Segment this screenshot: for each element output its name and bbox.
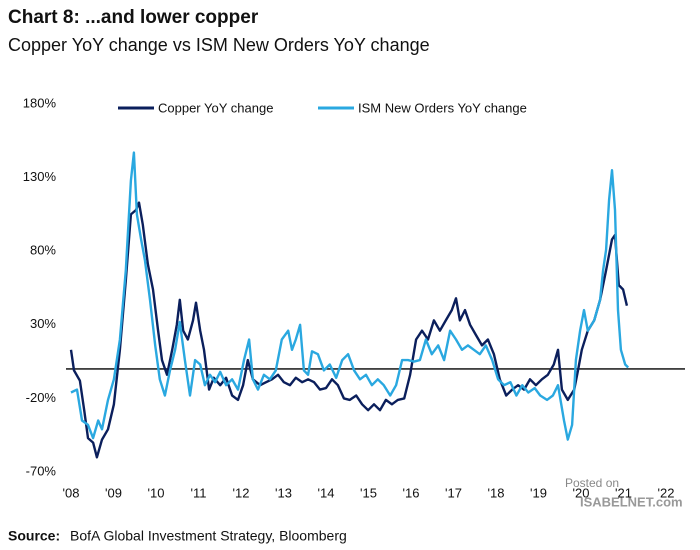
legend-label: ISM New Orders YoY change (358, 100, 527, 115)
y-tick-label: -70% (26, 463, 57, 478)
x-tick-label: '08 (63, 485, 80, 500)
x-tick-label: '18 (488, 485, 505, 500)
source: BofA Global Investment Strategy, Bloombe… (70, 528, 347, 544)
source-label: Source: (8, 528, 60, 544)
x-tick-label: '17 (445, 485, 462, 500)
x-tick-label: '14 (318, 485, 335, 500)
series-line (69, 201, 629, 459)
y-tick-label: 180% (23, 95, 57, 110)
x-tick-label: '15 (360, 485, 377, 500)
watermark: ISABELNET.com (580, 494, 683, 509)
legend-label: Copper YoY change (158, 100, 273, 115)
x-tick-label: '12 (233, 485, 250, 500)
x-tick-label: '13 (275, 485, 292, 500)
x-tick-label: '22 (658, 485, 675, 500)
y-tick-label: 130% (23, 169, 57, 184)
x-tick-label: '16 (403, 485, 420, 500)
watermark: Posted on (565, 476, 619, 490)
y-tick-label: -20% (26, 390, 57, 405)
y-tick-label: 80% (30, 243, 56, 258)
x-tick-label: '21 (615, 485, 632, 500)
x-tick-label: '09 (105, 485, 122, 500)
y-tick-label: 30% (30, 316, 56, 331)
chart-title: Chart 8: ...and lower copper (8, 7, 259, 28)
series-line (70, 151, 630, 441)
x-tick-label: '10 (148, 485, 165, 500)
x-tick-label: '20 (573, 485, 590, 500)
x-tick-label: '19 (530, 485, 547, 500)
x-tick-label: '11 (191, 485, 207, 500)
chart-subtitle: Copper YoY change vs ISM New Orders YoY … (8, 35, 430, 55)
